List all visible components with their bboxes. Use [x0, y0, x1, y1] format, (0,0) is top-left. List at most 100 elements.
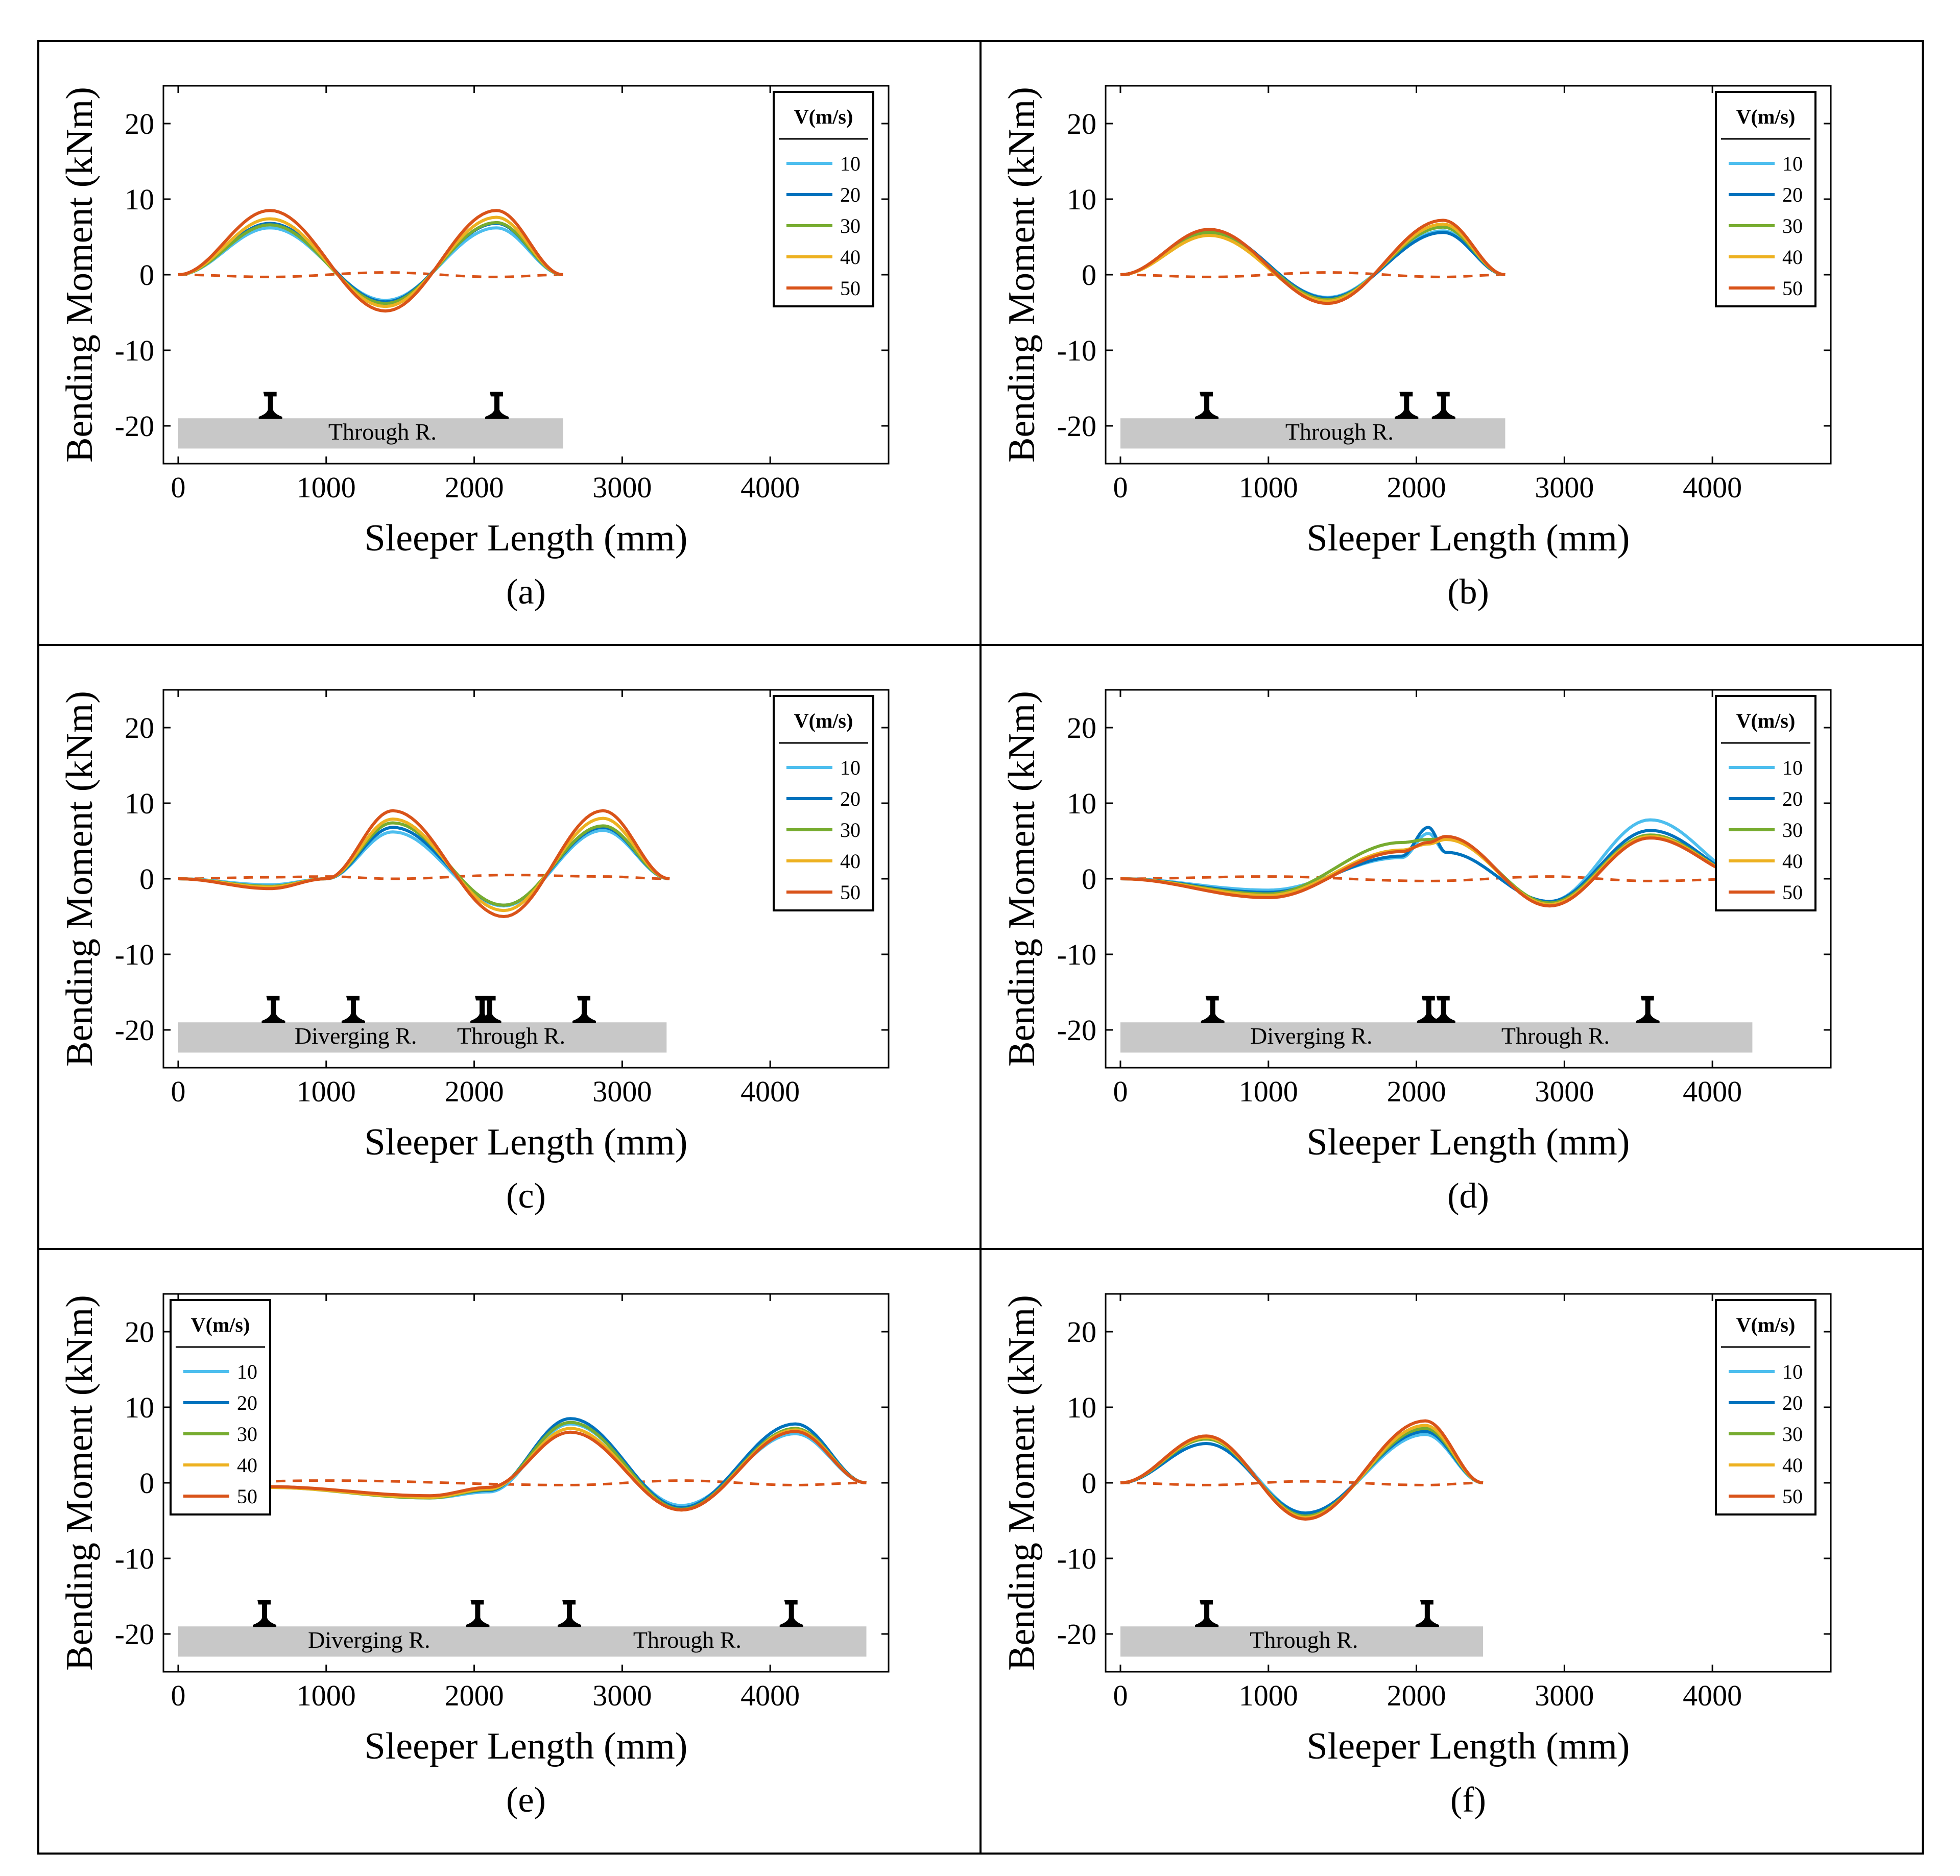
dashed-reference-line — [1120, 271, 1505, 278]
panel-label: (a) — [506, 572, 546, 612]
y-tick-label: 10 — [1067, 1391, 1096, 1424]
panel-label: (c) — [506, 1176, 546, 1216]
legend-label: 20 — [237, 1391, 257, 1414]
series-line-40 — [1120, 1424, 1484, 1520]
legend-box — [1715, 695, 1816, 911]
legend-label: 40 — [1782, 1454, 1803, 1477]
x-tick-label: 0 — [171, 471, 185, 504]
rail-icon — [261, 996, 285, 1023]
chart-panel-c: Diverging R. Through R. 0 1000 2000 3000 4000 2… — [59, 689, 890, 1216]
legend-label: 40 — [1782, 246, 1803, 269]
y-tick-label: 0 — [1082, 862, 1096, 896]
series-line-30 — [178, 221, 563, 305]
sleeper-label: Diverging R. — [1250, 1023, 1372, 1049]
series-line-30 — [1120, 1427, 1484, 1518]
y-tick-label: 10 — [125, 183, 154, 216]
y-tick-label: 0 — [139, 862, 154, 896]
x-tick-label: 4000 — [740, 471, 800, 504]
x-axis-title: Sleeper Length (mm) — [1307, 1121, 1630, 1163]
rail-icon — [253, 1600, 277, 1627]
rail-icon — [1636, 996, 1660, 1023]
x-tick-label: 0 — [1113, 1679, 1128, 1712]
chart-panel-f: Through R. 0 1000 2000 3000 4000 20 10 0 -10 -20 Sl… — [1001, 1293, 1832, 1820]
rail-icon — [1395, 392, 1419, 419]
legend-label: 30 — [1782, 214, 1803, 237]
x-tick-label: 2000 — [445, 471, 504, 504]
sleeper-label: Through R. — [457, 1023, 565, 1049]
x-tick-label: 3000 — [592, 1679, 652, 1712]
y-tick-label: 0 — [1082, 258, 1096, 292]
series-line-30 — [1120, 225, 1505, 301]
y-tick-label: -10 — [115, 938, 154, 971]
legend-title: V(m/s) — [794, 709, 853, 732]
y-tick-label: -20 — [115, 410, 154, 443]
legend-label: 50 — [840, 277, 861, 300]
y-tick-label: -10 — [115, 1542, 154, 1575]
rail-icon — [477, 996, 501, 1023]
legend-label: 50 — [1782, 1485, 1803, 1508]
y-tick-label: -10 — [1057, 334, 1096, 367]
x-tick-label: 2000 — [445, 1679, 504, 1712]
series-line-50 — [1120, 835, 1753, 908]
legend-title: V(m/s) — [191, 1313, 250, 1336]
y-tick-label: 10 — [125, 787, 154, 820]
chart-panel-b: Through R. 0 1000 2000 3000 4000 20 10 0 -10 -20 Sl… — [1001, 85, 1832, 612]
x-tick-label: 0 — [171, 1075, 185, 1108]
sleeper-label: Through R. — [1501, 1023, 1610, 1049]
x-axis-title: Sleeper Length (mm) — [1307, 517, 1630, 559]
legend: V(m/s) 10 20 30 40 50 — [1715, 91, 1816, 307]
x-tick-label: 4000 — [1683, 471, 1742, 504]
legend-label: 40 — [840, 246, 861, 269]
rail-icon — [258, 392, 282, 419]
x-tick-label: 3000 — [592, 471, 652, 504]
series-line-40 — [1120, 222, 1505, 303]
rail-icon — [1201, 996, 1225, 1023]
x-tick-label: 0 — [1113, 1075, 1128, 1108]
x-tick-label: 0 — [1113, 471, 1128, 504]
sleeper-bar — [178, 418, 563, 449]
x-tick-label: 2000 — [1387, 471, 1446, 504]
y-tick-label: 10 — [1067, 183, 1096, 216]
legend-label: 20 — [840, 183, 861, 206]
rail-icon — [1431, 996, 1455, 1023]
x-tick-label: 4000 — [740, 1679, 800, 1712]
x-tick-label: 1000 — [1239, 471, 1298, 504]
dashed-reference-line — [178, 271, 563, 278]
rail-icon — [779, 1600, 803, 1627]
y-axis-title: Bending Moment (kNm) — [1001, 87, 1043, 463]
legend: V(m/s) 10 20 30 40 50 — [170, 1299, 271, 1516]
rail-icon — [1195, 392, 1219, 419]
y-tick-label: -10 — [1057, 1542, 1096, 1575]
x-tick-label: 1000 — [297, 1679, 356, 1712]
sleeper-bar — [1120, 418, 1505, 449]
x-tick-label: 2000 — [445, 1075, 504, 1108]
series-line-20 — [1120, 1430, 1484, 1515]
legend-box — [1715, 1299, 1816, 1516]
rail-icon — [1417, 996, 1441, 1023]
sleeper-label: Diverging R. — [308, 1627, 430, 1653]
y-tick-label: -20 — [1057, 1014, 1096, 1047]
rail-icon — [1415, 1600, 1439, 1627]
y-tick-label: 20 — [1067, 711, 1096, 744]
x-axis-title: Sleeper Length (mm) — [365, 517, 688, 559]
x-tick-label: 3000 — [1535, 1075, 1594, 1108]
sleeper-label: Through R. — [1250, 1627, 1358, 1653]
sleeper-bar — [1120, 1626, 1483, 1657]
legend-title: V(m/s) — [1736, 709, 1796, 732]
sleeper-label: Through R. — [1285, 419, 1394, 445]
series-line-50 — [1120, 219, 1505, 305]
y-tick-label: -10 — [115, 334, 154, 367]
series-line-40 — [178, 215, 563, 308]
sleeper-bar — [178, 1626, 867, 1657]
x-axis-title: Sleeper Length (mm) — [365, 1725, 688, 1767]
panel-label: (f) — [1450, 1781, 1486, 1820]
legend-title: V(m/s) — [794, 105, 853, 128]
legend-box — [170, 1299, 271, 1516]
series-line-50 — [1120, 1419, 1484, 1521]
y-axis-title: Bending Moment (kNm) — [1001, 691, 1043, 1067]
legend-label: 50 — [1782, 881, 1803, 904]
series-line-10 — [1120, 1433, 1484, 1515]
x-tick-label: 3000 — [1535, 1679, 1594, 1712]
x-tick-label: 4000 — [1683, 1075, 1742, 1108]
